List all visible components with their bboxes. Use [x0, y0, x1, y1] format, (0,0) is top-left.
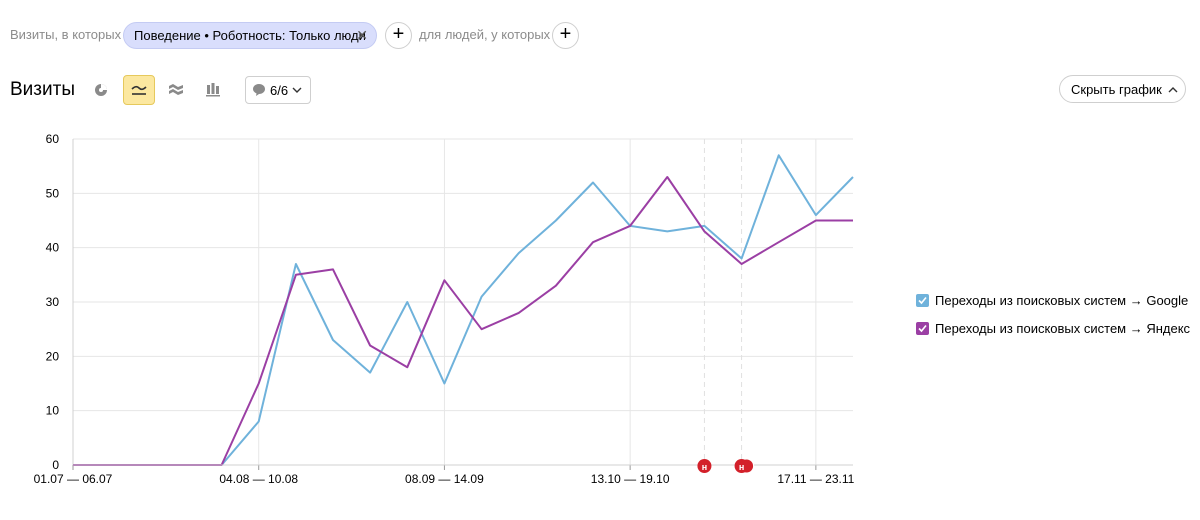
- y-tick-label: 20: [46, 349, 60, 363]
- segment-filter-bar: Визиты, в которых Поведение • Роботность…: [0, 20, 1200, 50]
- chevron-up-icon: [1168, 87, 1178, 93]
- filter-prefix-label: Визиты, в которых: [10, 27, 122, 42]
- add-user-condition-button[interactable]: +: [552, 22, 579, 49]
- line-chart-icon: [131, 85, 147, 95]
- note-marker-icon[interactable]: [734, 459, 749, 473]
- y-tick-label: 40: [46, 241, 60, 255]
- legend-item-google[interactable]: Переходы из поисковых систем → Google: [916, 292, 1190, 308]
- y-tick-label: 30: [46, 295, 60, 309]
- note-marker-glyph: н: [702, 462, 707, 472]
- pie-chart-icon: [95, 84, 107, 96]
- filter-chip-robotness[interactable]: Поведение • Роботность: Только люди ✕: [123, 22, 377, 49]
- series-line-yandex: [73, 176, 853, 466]
- x-tick-label: 17.11 — 23.11: [777, 472, 854, 486]
- close-icon[interactable]: ✕: [356, 27, 368, 43]
- y-tick-label: 50: [46, 186, 60, 200]
- visits-line-chart: 0 10 20 30 40 50 60 01.07 — 06.07 04.08 — 10.08 0…: [34, 132, 855, 486]
- page-title: Визиты: [10, 79, 75, 100]
- notes-count: 6/6: [270, 82, 289, 98]
- filter-chip-label: Поведение • Роботность: Только люди: [134, 28, 366, 43]
- chevron-down-icon: [292, 87, 302, 93]
- y-tick-label: 10: [46, 404, 60, 418]
- y-tick-label: 0: [52, 458, 59, 472]
- notes-filter-button[interactable]: 6/6: [245, 76, 311, 104]
- hide-chart-label: Скрыть график: [1071, 82, 1162, 97]
- x-tick-label: 04.08 — 10.08: [219, 472, 298, 486]
- speech-bubble-icon: [253, 84, 265, 96]
- pie-chart-button[interactable]: [85, 75, 117, 105]
- x-tick-label: 08.09 — 14.09: [405, 472, 484, 486]
- chart-legend: Переходы из поисковых систем → Google Пе…: [916, 292, 1190, 348]
- x-tick-label: 13.10 — 19.10: [591, 472, 670, 486]
- legend-label-yandex: Переходы из поисковых систем → Яндекс: [935, 320, 1191, 336]
- add-visit-condition-button[interactable]: +: [385, 22, 412, 49]
- y-tick-label: 60: [46, 132, 60, 146]
- bar-chart-icon: [206, 83, 220, 97]
- bar-chart-button[interactable]: [197, 75, 229, 105]
- checkbox-checked-icon[interactable]: [916, 321, 929, 335]
- note-marker-icon[interactable]: [697, 459, 712, 473]
- hide-chart-button[interactable]: Скрыть график: [1059, 75, 1186, 103]
- legend-label-google: Переходы из поисковых систем → Google: [935, 292, 1189, 308]
- area-chart-button[interactable]: [160, 75, 192, 105]
- area-chart-icon: [169, 84, 183, 95]
- series-line-google: [73, 154, 854, 466]
- x-tick-label: 01.07 — 06.07: [34, 472, 113, 486]
- filter-middle-label: для людей, у которых: [419, 27, 551, 42]
- note-marker-glyph: н: [739, 462, 744, 472]
- checkbox-checked-icon[interactable]: [916, 293, 929, 307]
- legend-item-yandex[interactable]: Переходы из поисковых систем → Яндекс: [916, 320, 1190, 336]
- line-chart-button[interactable]: [123, 75, 155, 105]
